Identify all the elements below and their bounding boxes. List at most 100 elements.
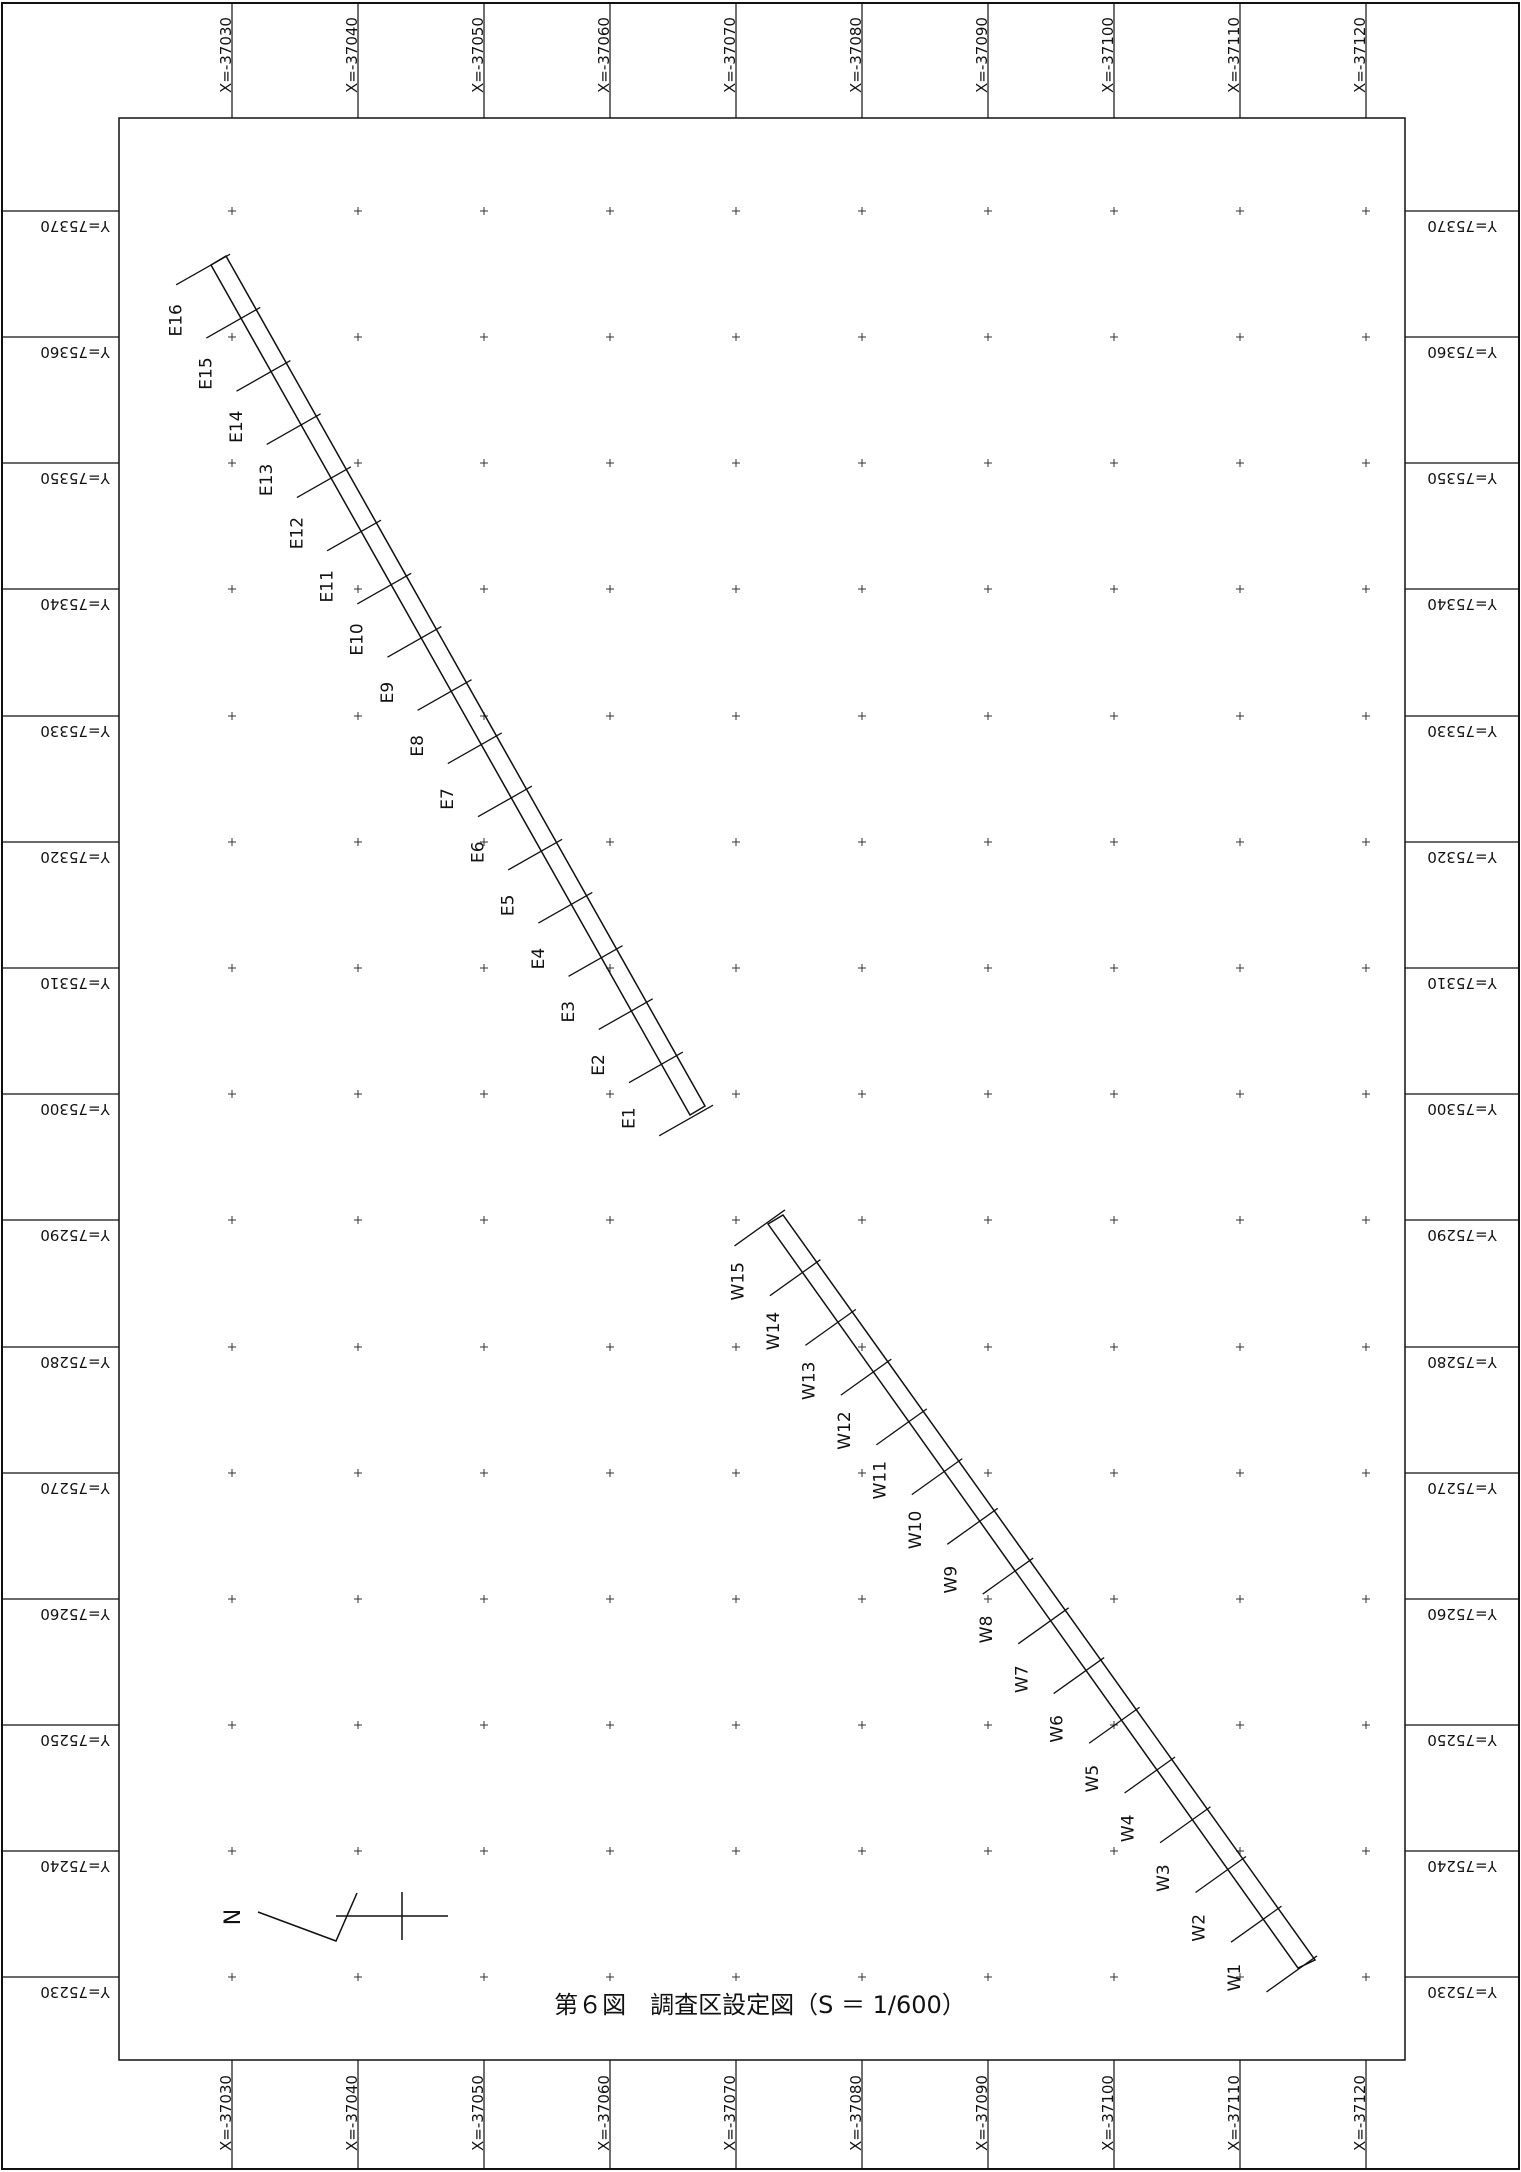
trench-section-label: W13 — [799, 1361, 819, 1399]
trench-section-label: E10 — [348, 623, 368, 655]
x-grid-label: X=-37080 — [847, 17, 865, 93]
trench-section-label: E5 — [499, 895, 519, 917]
y-grid-label: Y=75300 — [40, 1100, 110, 1118]
x-grid-label: X=-37050 — [469, 2075, 487, 2151]
y-grid-label: Y=75320 — [40, 848, 110, 866]
trench-section-label: E16 — [167, 304, 187, 336]
y-grid-label: Y=75270 — [1427, 1479, 1497, 1497]
y-grid-label: Y=75290 — [1427, 1226, 1497, 1244]
trench-section-line — [1088, 1706, 1140, 1744]
trench-section-label: W3 — [1154, 1864, 1174, 1892]
trench-section-line — [840, 1358, 892, 1396]
trench-section-line — [1159, 1806, 1211, 1844]
trench-section-line — [417, 679, 472, 711]
x-grid-label: X=-37030 — [217, 17, 235, 93]
y-grid-label: Y=75340 — [40, 595, 110, 613]
top-grid-labels: X=-37030 X=-37040 X=-37050 X=-37060 X=-37070… — [217, 3, 1369, 118]
trench-section-line — [1017, 1607, 1070, 1645]
trench-section-line — [598, 998, 653, 1031]
x-grid-label: X=-37100 — [1099, 17, 1117, 93]
north-arrow-label: N — [221, 1909, 246, 1925]
x-grid-label: X=-37120 — [1351, 17, 1369, 93]
y-grid-label: Y=75280 — [1427, 1353, 1497, 1371]
trench-section-line — [326, 519, 382, 552]
trench-section-line — [507, 838, 563, 871]
trench-section-line — [1230, 1905, 1282, 1943]
x-grid-label: X=-37030 — [217, 2075, 235, 2151]
y-grid-label: Y=75250 — [40, 1731, 110, 1749]
x-grid-label: X=-37080 — [847, 2075, 865, 2151]
y-grid-label: Y=75350 — [40, 469, 110, 487]
y-grid-label: Y=75340 — [1427, 595, 1497, 613]
y-grid-label: Y=75360 — [1427, 343, 1497, 361]
trench-section-line — [1053, 1657, 1105, 1695]
north-arrow-pointer — [257, 1892, 358, 1942]
trench-section-label: E6 — [468, 841, 488, 863]
map-frame — [118, 117, 1406, 2061]
trench-section-label: W6 — [1048, 1715, 1068, 1743]
trench-section-line — [982, 1557, 1034, 1595]
west-trench-outline — [766, 1214, 1317, 1969]
figure-caption: 第６図 調査区設定図（S ＝ 1/600） — [554, 1991, 966, 2019]
x-grid-label: X=-37100 — [1099, 2075, 1117, 2151]
x-grid-label: X=-37090 — [973, 17, 991, 93]
y-grid-label: Y=75230 — [40, 1983, 110, 2001]
trench-section-line — [387, 625, 442, 658]
trench-section-line — [1266, 1955, 1318, 1993]
trench-section-label: E14 — [227, 411, 247, 443]
trench-section-label: W2 — [1190, 1914, 1210, 1942]
x-grid-label: X=-37110 — [1225, 2075, 1243, 2151]
y-grid-label: Y=75310 — [40, 974, 110, 992]
y-grid-label: Y=75300 — [1427, 1100, 1497, 1118]
trench-section-label: E9 — [378, 682, 398, 704]
trench-section-label: E11 — [318, 570, 338, 602]
y-grid-label: Y=75280 — [40, 1353, 110, 1371]
trench-section-line — [1195, 1855, 1247, 1893]
trench-section-line — [477, 785, 533, 818]
bottom-grid-labels: X=-37030 X=-37040 X=-37050 X=-37060 X=-37070… — [217, 2060, 1369, 2169]
trench-section-label: E12 — [287, 517, 307, 549]
y-grid-label: Y=75350 — [1427, 469, 1497, 487]
trench-section-label: E1 — [619, 1107, 639, 1129]
x-grid-label: X=-37040 — [343, 17, 361, 93]
y-grid-label: Y=75260 — [1427, 1605, 1497, 1623]
x-grid-label: X=-37050 — [469, 17, 487, 93]
x-grid-label: X=-37110 — [1225, 17, 1243, 93]
trench-section-line — [946, 1507, 999, 1545]
y-grid-label: Y=75270 — [40, 1479, 110, 1497]
y-grid-label: Y=75240 — [1427, 1857, 1497, 1875]
y-grid-label: Y=75260 — [40, 1605, 110, 1623]
x-grid-label: X=-37120 — [1351, 2075, 1369, 2151]
x-grid-label: X=-37070 — [721, 2075, 739, 2151]
east-trench: E16 E15 E14 E13 E12 E11 E10 E9 E8 E7 E6 E5 E4 E3 E2 E1 — [167, 253, 714, 1137]
trench-section-line — [296, 466, 352, 499]
trench-section-line — [175, 253, 231, 286]
y-grid-label: Y=75370 — [1427, 217, 1497, 235]
east-trench-outline — [209, 254, 707, 1117]
x-grid-label: X=-37040 — [343, 2075, 361, 2151]
y-grid-label: Y=75250 — [1427, 1731, 1497, 1749]
trench-section-line — [266, 413, 321, 445]
trench-section-label: W8 — [977, 1616, 997, 1644]
trench-section-label: E15 — [197, 357, 217, 389]
grid-crosses — [228, 207, 1370, 1981]
right-grid-labels: Y=75370 Y=75360 Y=75350 Y=75340 Y=75330 Y=753… — [1405, 210, 1519, 2001]
trench-section-label: W15 — [729, 1262, 749, 1300]
trench-section-line — [356, 572, 412, 605]
trench-section-line — [911, 1458, 963, 1496]
trench-section-line — [538, 891, 593, 924]
y-grid-label: Y=75320 — [1427, 848, 1497, 866]
y-grid-label: Y=75330 — [1427, 722, 1497, 740]
trench-section-label: W7 — [1012, 1665, 1032, 1693]
x-grid-label: X=-37060 — [595, 17, 613, 93]
trench-section-label: W10 — [906, 1511, 926, 1549]
trench-section-line — [1124, 1756, 1176, 1794]
trench-section-label: E13 — [257, 464, 277, 496]
trench-section-label: W4 — [1119, 1815, 1139, 1843]
y-grid-label: Y=75240 — [40, 1857, 110, 1875]
y-grid-label: Y=75230 — [1427, 1983, 1497, 2001]
trench-section-line — [769, 1259, 821, 1297]
y-grid-label: Y=75370 — [40, 217, 110, 235]
trench-section-label: W12 — [835, 1411, 855, 1449]
